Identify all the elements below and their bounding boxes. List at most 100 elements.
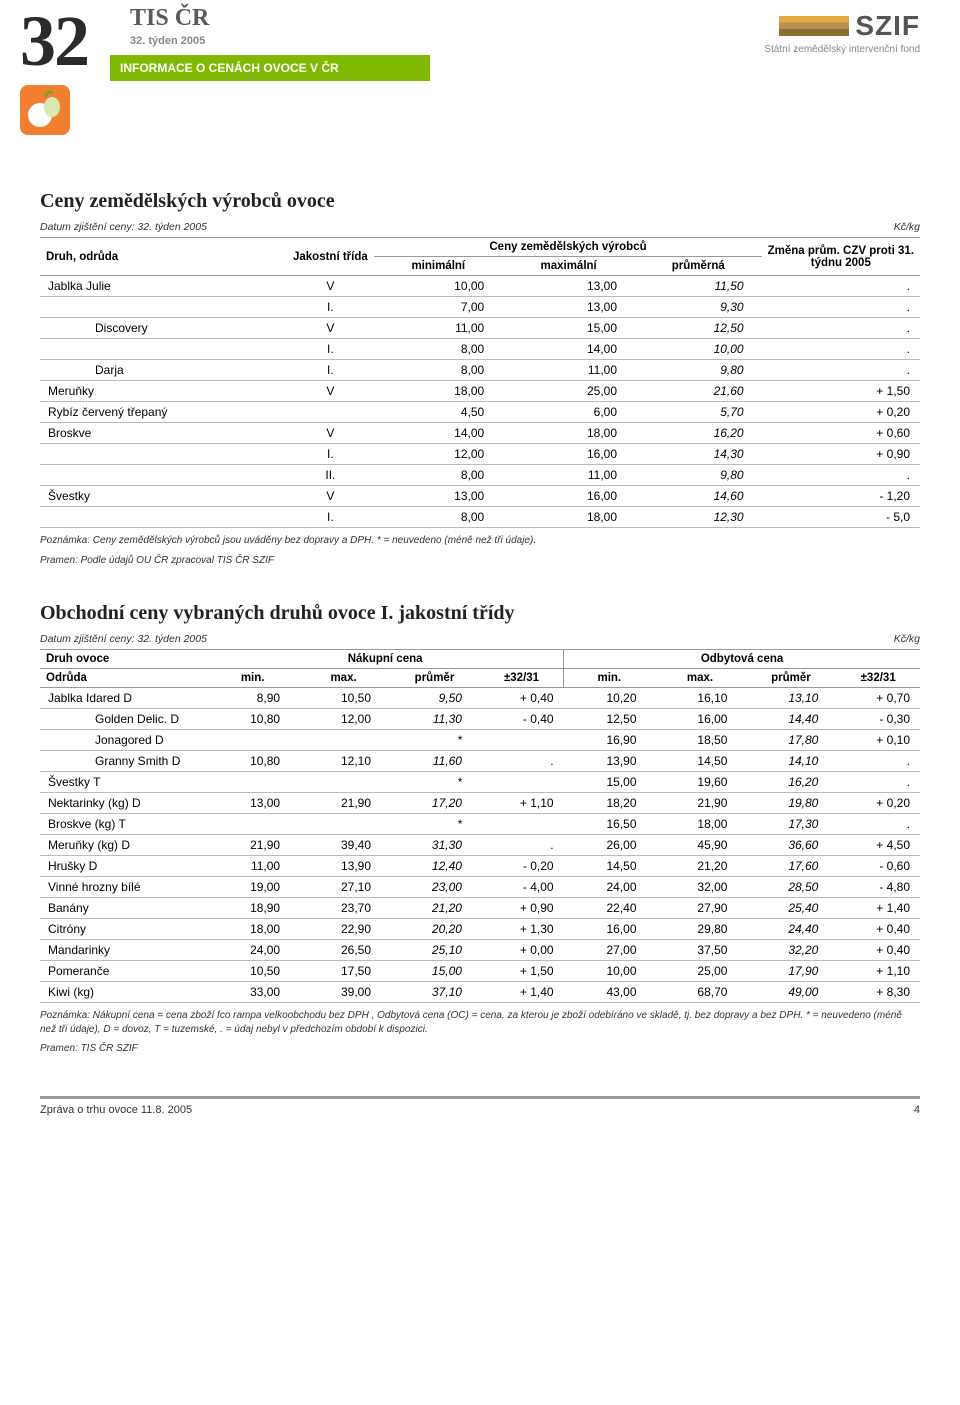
cell-name: Jablka Julie: [40, 276, 286, 297]
cell-class: [286, 402, 374, 423]
cell-max: 13,00: [502, 297, 635, 318]
cell-max: 13,00: [502, 276, 635, 297]
cell-nmax: 39,40: [298, 835, 389, 856]
cell-nmax: 27,10: [298, 877, 389, 898]
cell-omin: 18,20: [564, 793, 655, 814]
t2-h-odruda: Odrůda: [40, 669, 207, 688]
cell-class: I.: [286, 339, 374, 360]
cell-oavg: 19,80: [745, 793, 836, 814]
cell-od: + 1,40: [836, 898, 920, 919]
table-row: Švestky T*15,0019,6016,20.: [40, 772, 920, 793]
cell-navg: 23,00: [389, 877, 480, 898]
cell-nmin: 10,80: [207, 709, 298, 730]
cell-omax: 18,00: [655, 814, 746, 835]
cell-name: Citróny: [40, 919, 207, 940]
cell-nmax: 23,70: [298, 898, 389, 919]
t2-h-nmin: min.: [207, 669, 298, 688]
cell-class: I.: [286, 507, 374, 528]
cell-class: I.: [286, 360, 374, 381]
cell-name: Kiwi (kg): [40, 982, 207, 1003]
cell-oavg: 28,50: [745, 877, 836, 898]
cell-omin: 16,00: [564, 919, 655, 940]
cell-nmin: 33,00: [207, 982, 298, 1003]
cell-nmax: 10,50: [298, 688, 389, 709]
szif-bars-icon: [779, 16, 849, 36]
cell-nmin: 10,80: [207, 751, 298, 772]
cell-name: Discovery: [40, 318, 286, 339]
cell-name: Jablka Idared D: [40, 688, 207, 709]
cell-od: - 4,80: [836, 877, 920, 898]
cell-nmax: 39,00: [298, 982, 389, 1003]
table1-date: Datum zjištění ceny: 32. týden 2005: [40, 221, 207, 233]
cell-oavg: 17,60: [745, 856, 836, 877]
cell-oavg: 17,80: [745, 730, 836, 751]
cell-od: - 0,30: [836, 709, 920, 730]
t1-h-min: minimální: [374, 257, 502, 276]
table-row: Mandarinky24,0026,5025,10+ 0,0027,0037,5…: [40, 940, 920, 961]
table-row: Granny Smith D10,8012,1011,60.13,9014,50…: [40, 751, 920, 772]
cell-avg: 12,30: [635, 507, 762, 528]
table-row: Kiwi (kg)33,0039,0037,10+ 1,4043,0068,70…: [40, 982, 920, 1003]
cell-od: + 8,30: [836, 982, 920, 1003]
cell-max: 18,00: [502, 423, 635, 444]
cell-avg: 9,80: [635, 465, 762, 486]
cell-nmax: 13,90: [298, 856, 389, 877]
cell-change: .: [762, 339, 920, 360]
t1-h-change: Změna prům. CZV proti 31. týdnu 2005: [762, 238, 920, 276]
table-row: MeruňkyV18,0025,0021,60+ 1,50: [40, 381, 920, 402]
cell-navg: 25,10: [389, 940, 480, 961]
cell-class: I.: [286, 297, 374, 318]
cell-name: Meruňky: [40, 381, 286, 402]
cell-omin: 16,50: [564, 814, 655, 835]
cell-change: - 1,20: [762, 486, 920, 507]
cell-name: [40, 339, 286, 360]
cell-nmin: 21,90: [207, 835, 298, 856]
cell-oavg: 32,20: [745, 940, 836, 961]
table-row: Golden Delic. D10,8012,0011,30- 0,4012,5…: [40, 709, 920, 730]
cell-omax: 29,80: [655, 919, 746, 940]
cell-max: 15,00: [502, 318, 635, 339]
cell-avg: 14,60: [635, 486, 762, 507]
cell-class: V: [286, 276, 374, 297]
tis-logo-text: TIS ČR: [130, 5, 209, 32]
week-label: 32. týden 2005: [130, 35, 205, 47]
table2-title: Obchodní ceny vybraných druhů ovoce I. j…: [40, 602, 920, 625]
table-row: II.8,0011,009,80.: [40, 465, 920, 486]
cell-nmin: 8,90: [207, 688, 298, 709]
cell-min: 8,00: [374, 360, 502, 381]
t2-h-omin: min.: [564, 669, 655, 688]
header: 32 TIS ČR 32. týden 2005 INFORMACE O CEN…: [0, 0, 960, 115]
cell-change: .: [762, 297, 920, 318]
table-row: Meruňky (kg) D21,9039,4031,30.26,0045,90…: [40, 835, 920, 856]
cell-nd: [480, 730, 564, 751]
footer-page: 4: [914, 1104, 920, 1116]
cell-navg: 11,60: [389, 751, 480, 772]
table-row: Nektarinky (kg) D13,0021,9017,20+ 1,1018…: [40, 793, 920, 814]
cell-min: 7,00: [374, 297, 502, 318]
table-row: I.8,0014,0010,00.: [40, 339, 920, 360]
cell-name: Darja: [40, 360, 286, 381]
table1-footnote1: Poznámka: Ceny zemědělských výrobců jsou…: [40, 534, 920, 548]
t2-h-od: ±32/31: [836, 669, 920, 688]
cell-omin: 24,00: [564, 877, 655, 898]
table1-footnote2: Pramen: Podle údajů OU ČR zpracoval TIS …: [40, 554, 920, 568]
cell-navg: 15,00: [389, 961, 480, 982]
cell-class: II.: [286, 465, 374, 486]
cell-nmin: 18,00: [207, 919, 298, 940]
cell-class: V: [286, 486, 374, 507]
cell-name: Hrušky D: [40, 856, 207, 877]
table-row: Jonagored D*16,9018,5017,80+ 0,10: [40, 730, 920, 751]
table-row: Citróny18,0022,9020,20+ 1,3016,0029,8024…: [40, 919, 920, 940]
cell-navg: 37,10: [389, 982, 480, 1003]
cell-change: .: [762, 276, 920, 297]
table-row: DarjaI.8,0011,009,80.: [40, 360, 920, 381]
table-row: Broskve (kg) T*16,5018,0017,30.: [40, 814, 920, 835]
t2-h-nd: ±32/31: [480, 669, 564, 688]
cell-nmax: [298, 814, 389, 835]
cell-class: V: [286, 318, 374, 339]
cell-navg: 31,30: [389, 835, 480, 856]
cell-omin: 26,00: [564, 835, 655, 856]
cell-nmax: 21,90: [298, 793, 389, 814]
footer: Zpráva o trhu ovoce 11.8. 2005 4: [40, 1096, 920, 1116]
cell-omax: 16,10: [655, 688, 746, 709]
